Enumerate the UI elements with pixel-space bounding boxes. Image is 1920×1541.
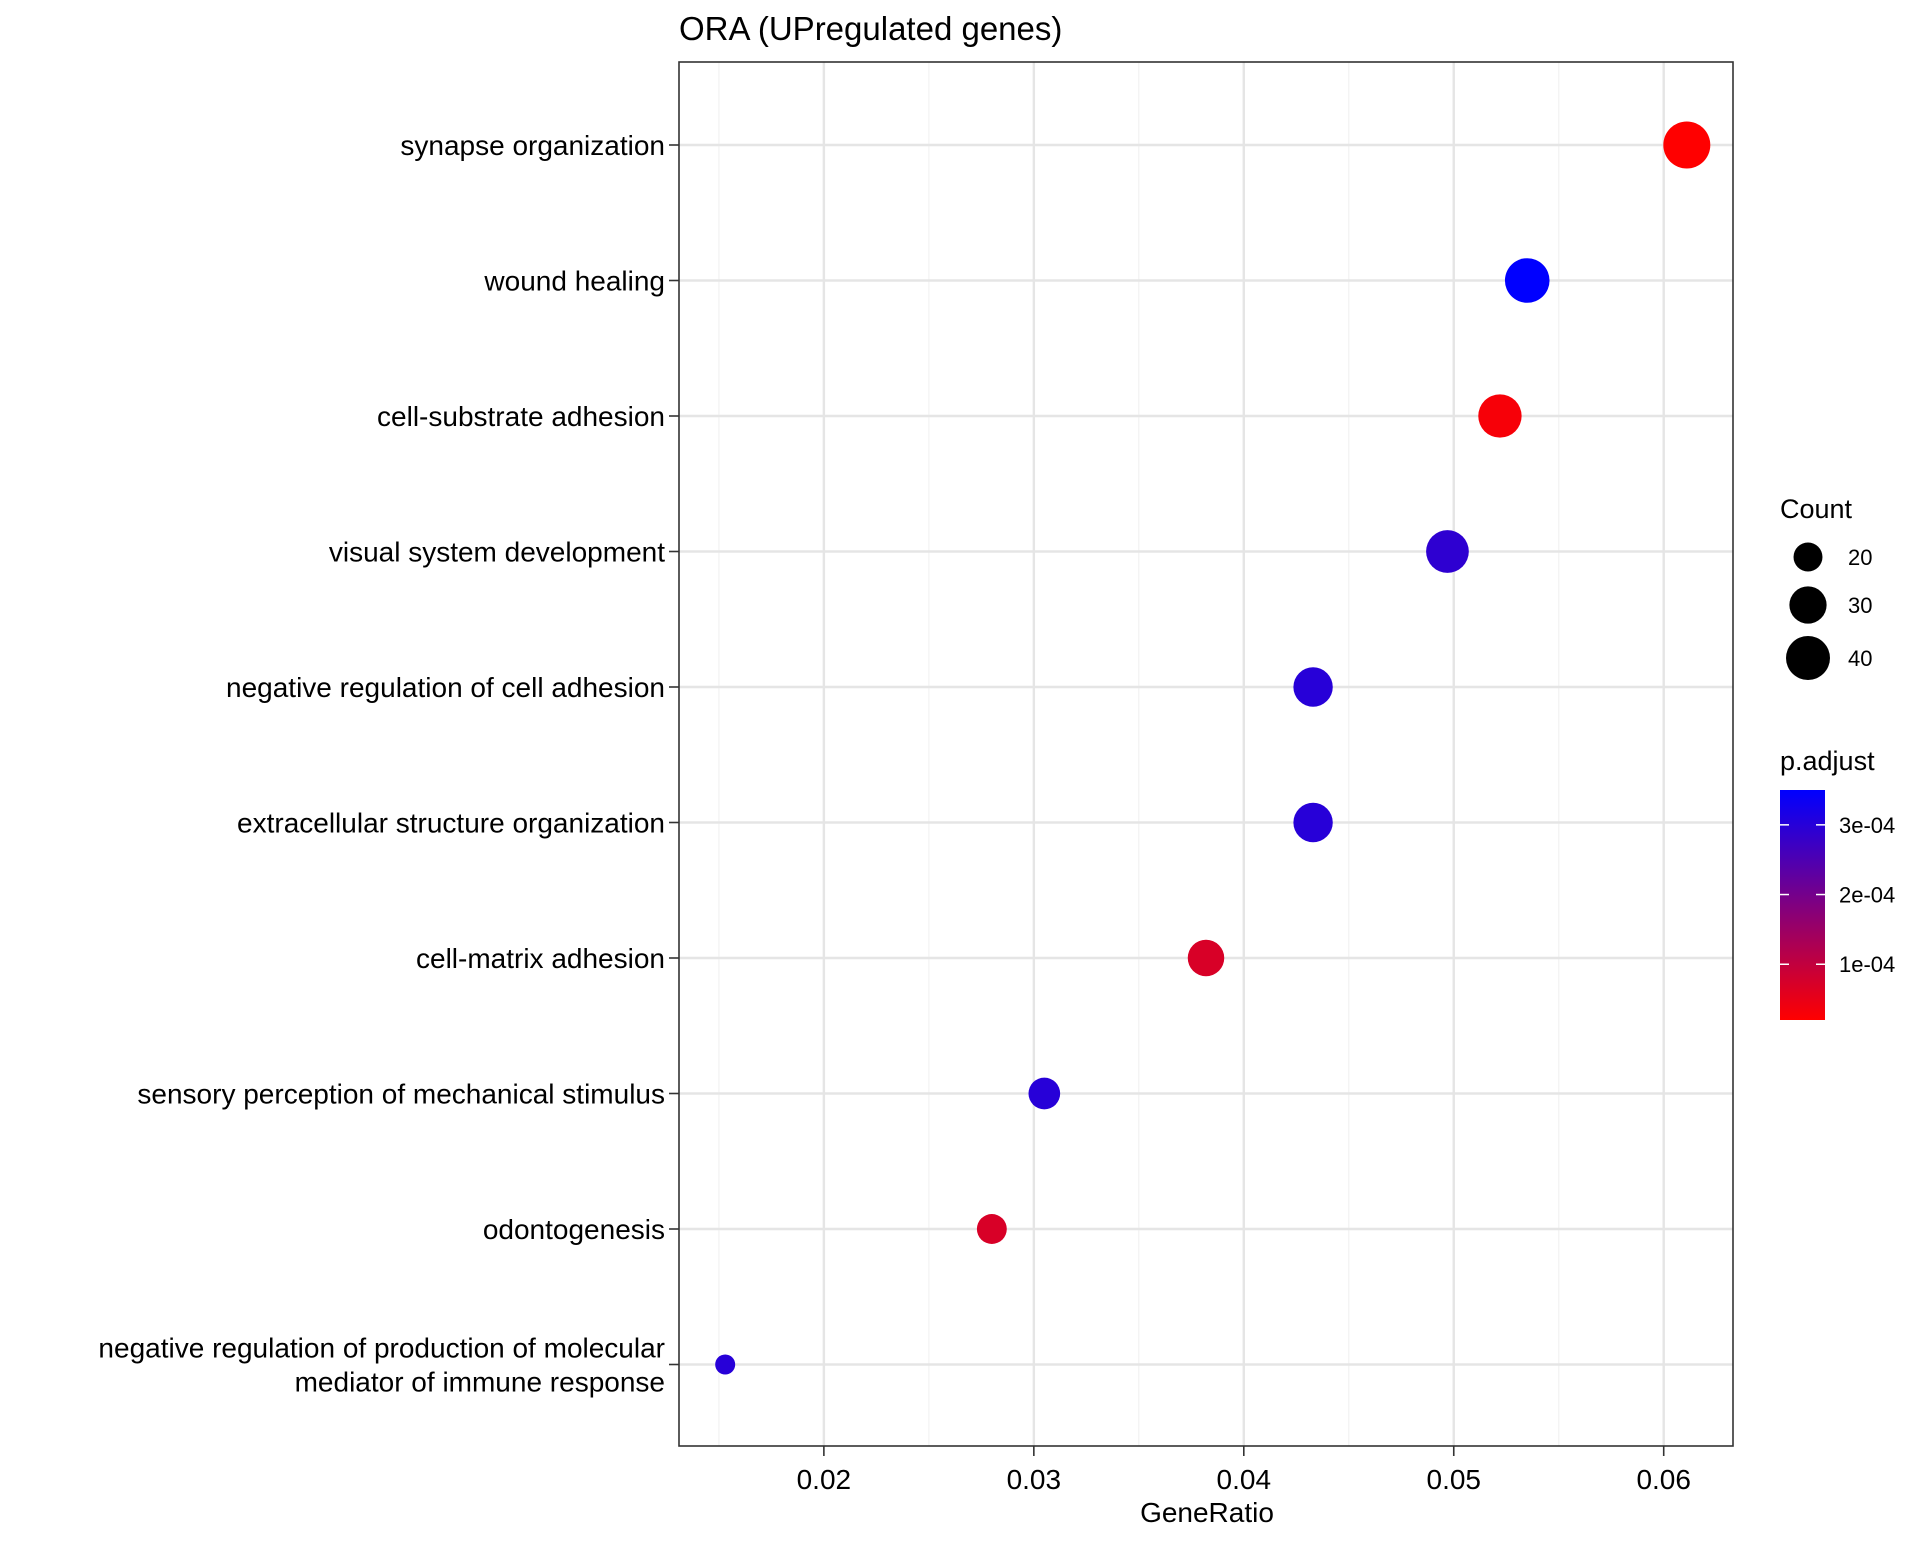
color-legend-label: 3e-04	[1839, 813, 1895, 838]
y-tick-label: negative regulation of cell adhesion	[226, 672, 665, 703]
x-tick-label: 0.05	[1427, 1464, 1482, 1495]
size-legend-label: 20	[1848, 545, 1872, 570]
data-point	[1504, 258, 1550, 303]
y-tick-label: cell-matrix adhesion	[416, 943, 665, 974]
y-tick-label: extracellular structure organization	[237, 808, 665, 839]
color-legend-label: 2e-04	[1839, 883, 1895, 908]
size-legend: Count 20 30 40	[1780, 494, 1872, 680]
size-legend-key	[1793, 542, 1823, 572]
data-point	[1187, 939, 1225, 977]
y-tick-label: odontogenesis	[483, 1214, 665, 1245]
y-tick-label: sensory perception of mechanical stimulu…	[137, 1079, 665, 1110]
size-legend-key	[1789, 586, 1827, 624]
y-tick-label: wound healing	[483, 266, 665, 297]
y-tick-label: synapse organization	[400, 130, 665, 161]
y-tick-label: mediator of immune response	[295, 1367, 665, 1398]
x-axis-title: GeneRatio	[1140, 1497, 1274, 1528]
data-point	[715, 1354, 736, 1375]
y-axis: synapse organization wound healing cell-su…	[98, 130, 679, 1398]
x-axis: 0.02 0.03 0.04 0.05 0.06	[797, 1446, 1691, 1495]
color-legend: p.adjust 1e-04 2e-04 3e-04	[1780, 746, 1895, 1020]
data-point	[1293, 802, 1333, 843]
size-legend-title: Count	[1780, 494, 1853, 524]
data-point	[1478, 394, 1522, 438]
size-legend-key	[1786, 636, 1830, 680]
size-legend-label: 30	[1848, 593, 1872, 618]
data-point	[1663, 121, 1711, 169]
color-legend-title: p.adjust	[1780, 746, 1875, 776]
chart-title: ORA (UPregulated genes)	[679, 10, 1062, 47]
y-tick-label: negative regulation of production of mol…	[98, 1333, 665, 1364]
y-tick-label: visual system development	[329, 537, 665, 568]
data-point	[1293, 667, 1333, 707]
data-point	[1028, 1077, 1061, 1110]
data-point	[1426, 530, 1469, 573]
color-legend-label: 1e-04	[1839, 952, 1895, 977]
color-bar	[1780, 790, 1825, 1020]
data-point	[976, 1214, 1007, 1244]
panel-border	[678, 61, 1734, 1447]
x-tick-label: 0.03	[1007, 1464, 1062, 1495]
x-tick-label: 0.04	[1217, 1464, 1272, 1495]
panel-background	[679, 62, 1733, 1446]
y-tick-label: cell-substrate adhesion	[377, 401, 665, 432]
size-legend-label: 40	[1848, 646, 1872, 671]
x-tick-label: 0.02	[797, 1464, 852, 1495]
plot-panel	[678, 61, 1734, 1447]
x-tick-label: 0.06	[1636, 1464, 1691, 1495]
